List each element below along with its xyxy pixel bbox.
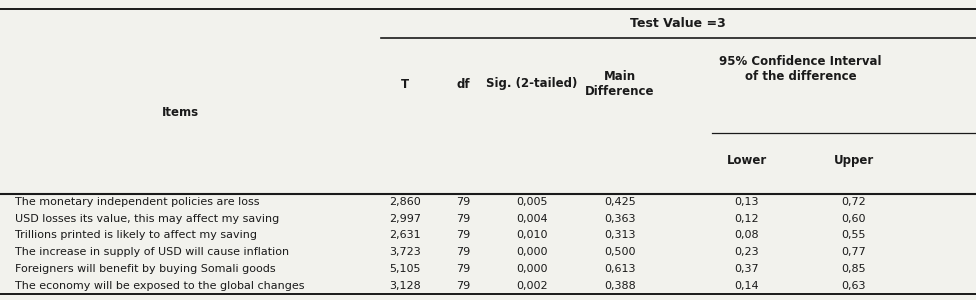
Text: 0,363: 0,363	[604, 214, 635, 224]
Text: 79: 79	[457, 197, 470, 207]
Text: 0,000: 0,000	[516, 247, 548, 257]
Text: 2,860: 2,860	[389, 197, 421, 207]
Text: 3,128: 3,128	[389, 280, 421, 291]
Text: T: T	[401, 77, 409, 91]
Text: 0,14: 0,14	[734, 280, 759, 291]
Text: The monetary independent policies are loss: The monetary independent policies are lo…	[15, 197, 260, 207]
Text: 3,723: 3,723	[389, 247, 421, 257]
Text: The increase in supply of USD will cause inflation: The increase in supply of USD will cause…	[15, 247, 289, 257]
Text: Items: Items	[162, 106, 199, 119]
Text: 0,004: 0,004	[516, 214, 548, 224]
Text: 0,12: 0,12	[734, 214, 759, 224]
Text: Main
Difference: Main Difference	[585, 70, 655, 98]
Text: 0,425: 0,425	[604, 197, 635, 207]
Text: 0,000: 0,000	[516, 264, 548, 274]
Text: Sig. (2-tailed): Sig. (2-tailed)	[486, 77, 578, 91]
Text: 5,105: 5,105	[389, 264, 421, 274]
Text: 0,005: 0,005	[516, 197, 548, 207]
Text: Upper: Upper	[834, 154, 874, 167]
Text: 0,63: 0,63	[841, 280, 867, 291]
Text: 95% Confidence Interval
of the difference: 95% Confidence Interval of the differenc…	[719, 55, 881, 83]
Text: 0,13: 0,13	[734, 197, 759, 207]
Text: 2,631: 2,631	[389, 230, 421, 240]
Text: The economy will be exposed to the global changes: The economy will be exposed to the globa…	[15, 280, 305, 291]
Text: 2,997: 2,997	[389, 214, 421, 224]
Text: 79: 79	[457, 214, 470, 224]
Text: df: df	[457, 77, 470, 91]
Text: 0,72: 0,72	[841, 197, 867, 207]
Text: 79: 79	[457, 230, 470, 240]
Text: 0,23: 0,23	[734, 247, 759, 257]
Text: 0,60: 0,60	[841, 214, 867, 224]
Text: 0,613: 0,613	[604, 264, 635, 274]
Text: 0,08: 0,08	[734, 230, 759, 240]
Text: 79: 79	[457, 280, 470, 291]
Text: 0,85: 0,85	[841, 264, 867, 274]
Text: USD losses its value, this may affect my saving: USD losses its value, this may affect my…	[15, 214, 279, 224]
Text: Trillions printed is likely to affect my saving: Trillions printed is likely to affect my…	[15, 230, 257, 240]
Text: 0,313: 0,313	[604, 230, 635, 240]
Text: 0,002: 0,002	[516, 280, 548, 291]
Text: Test Value =3: Test Value =3	[630, 17, 726, 30]
Text: Foreigners will benefit by buying Somali goods: Foreigners will benefit by buying Somali…	[15, 264, 275, 274]
Text: Lower: Lower	[726, 154, 767, 167]
Text: 0,388: 0,388	[604, 280, 635, 291]
Text: 0,500: 0,500	[604, 247, 635, 257]
Text: 79: 79	[457, 247, 470, 257]
Text: 0,010: 0,010	[516, 230, 548, 240]
Text: 0,77: 0,77	[841, 247, 867, 257]
Text: 0,55: 0,55	[841, 230, 867, 240]
Text: 0,37: 0,37	[734, 264, 759, 274]
Text: 79: 79	[457, 264, 470, 274]
